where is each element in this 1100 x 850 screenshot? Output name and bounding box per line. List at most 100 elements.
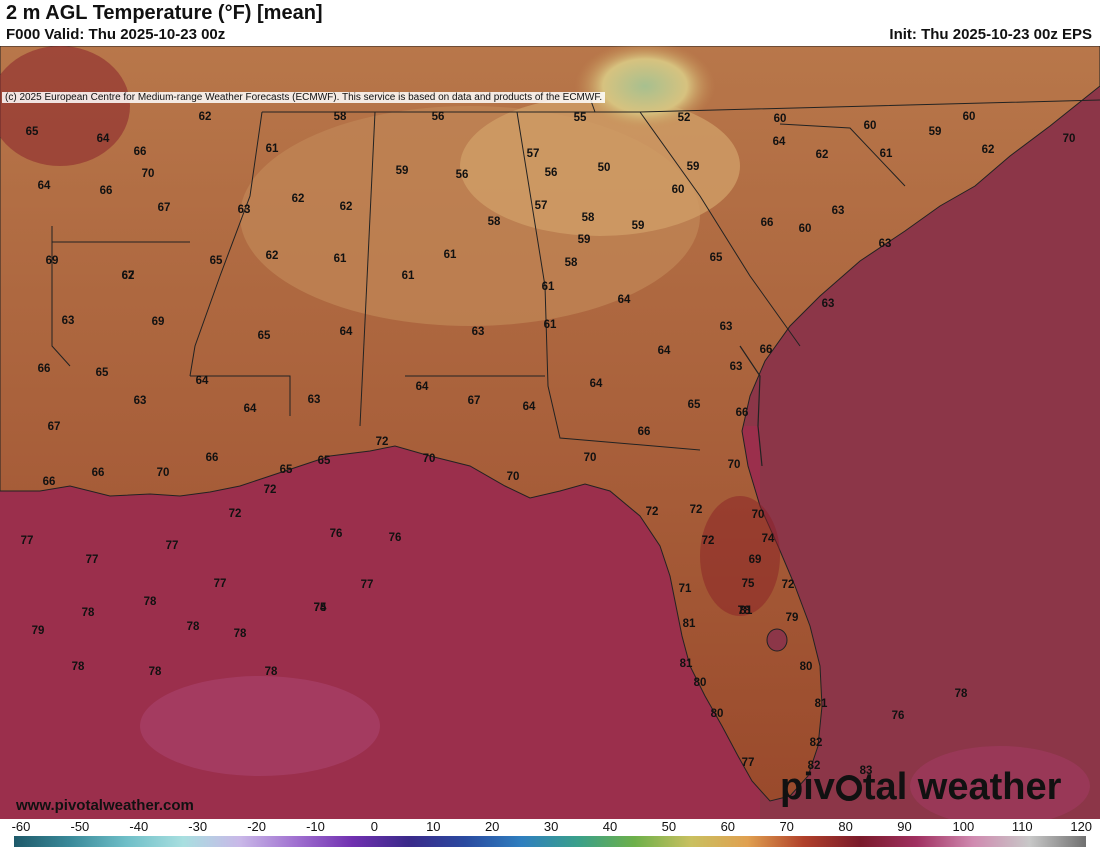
temperature-label: 75 xyxy=(313,602,327,614)
temperature-label: 76 xyxy=(329,528,343,540)
temperature-label: 66 xyxy=(42,476,56,488)
temperature-label: 77 xyxy=(85,554,99,566)
temperature-label: 64 xyxy=(195,375,209,387)
scale-tick-label: 30 xyxy=(543,819,559,834)
scale-tick-label: -20 xyxy=(247,819,266,834)
temperature-label: 66 xyxy=(735,407,749,419)
temperature-label: 55 xyxy=(573,112,587,124)
temperature-label: 52 xyxy=(677,112,691,124)
temperature-label: 59 xyxy=(928,126,942,138)
temperature-label: 78 xyxy=(264,666,278,678)
copyright-notice: (c) 2025 European Centre for Medium-rang… xyxy=(2,92,606,103)
scale-tick-label: 40 xyxy=(602,819,618,834)
temperature-label: 65 xyxy=(709,252,723,264)
scale-tick-label: 90 xyxy=(897,819,912,834)
scale-tick-label: -60 xyxy=(11,819,31,834)
temperature-label: 63 xyxy=(821,298,835,310)
temperature-label: 63 xyxy=(831,205,845,217)
temperature-label: 80 xyxy=(799,661,813,673)
temperature-label: 75 xyxy=(741,578,755,590)
temperature-label: 56 xyxy=(431,111,445,123)
scale-tick-label: 0 xyxy=(370,819,379,834)
temperature-label: 70 xyxy=(727,459,741,471)
temperature-label: 60 xyxy=(671,184,685,196)
temperature-label: 58 xyxy=(581,212,595,224)
temperature-label: 76 xyxy=(891,710,905,722)
temperature-label: 70 xyxy=(156,467,170,479)
temperature-label: 66 xyxy=(637,426,651,438)
temperature-label: 63 xyxy=(307,394,321,406)
temperature-label: 64 xyxy=(772,136,786,148)
temperature-label: 78 xyxy=(954,688,968,700)
temperature-label: 58 xyxy=(333,111,347,123)
state-borders xyxy=(51,97,1100,451)
scale-tick-label: 10 xyxy=(426,819,441,834)
scale-tick-label: 100 xyxy=(952,819,975,834)
scale-tick-label: 50 xyxy=(661,819,677,834)
temperature-map[interactable]: (c) 2025 European Centre for Medium-rang… xyxy=(0,46,1100,819)
temperature-label: 78 xyxy=(148,666,162,678)
brand-logo: piv tal weather xyxy=(780,766,1061,809)
temperature-label: 66 xyxy=(91,467,105,479)
temperature-label: 65 xyxy=(95,367,109,379)
temperature-label: 61 xyxy=(333,253,347,265)
temperature-label: 50 xyxy=(597,162,611,174)
scale-tick-label: 120 xyxy=(1070,819,1093,834)
temperature-label: 62 xyxy=(265,250,279,262)
temperature-label: 65 xyxy=(209,255,223,267)
temperature-label: 64 xyxy=(37,180,51,192)
temperature-label: 56 xyxy=(455,169,469,181)
temperature-label: 63 xyxy=(471,326,485,338)
map-title: 2 m AGL Temperature (°F) [mean] xyxy=(6,2,323,24)
temperature-label: 62 xyxy=(339,201,353,213)
temperature-label: 82 xyxy=(809,737,823,749)
temperature-label: 57 xyxy=(526,148,540,160)
temperature-label: 77 xyxy=(213,578,227,590)
temperature-label: 66 xyxy=(37,363,51,375)
temperature-label: 66 xyxy=(760,217,774,229)
site-url[interactable]: www.pivotalweather.com xyxy=(16,797,194,814)
brand-text-left: piv xyxy=(780,766,835,808)
temperature-label: 78 xyxy=(233,628,247,640)
temperature-label: 62 xyxy=(815,149,829,161)
temperature-label: 67 xyxy=(121,270,135,282)
temperature-label: 64 xyxy=(657,345,671,357)
temperature-label: 63 xyxy=(133,395,147,407)
temperature-label: 64 xyxy=(243,403,257,415)
temperature-label: 70 xyxy=(506,471,520,483)
temperature-label: 61 xyxy=(879,148,893,160)
temperature-label: 72 xyxy=(701,535,715,547)
temperature-label: 70 xyxy=(1062,133,1076,145)
init-time: Init: Thu 2025-10-23 00z EPS xyxy=(889,26,1092,43)
temperature-label: 78 xyxy=(71,661,85,673)
temperature-label: 65 xyxy=(317,455,331,467)
temperature-label: 61 xyxy=(265,143,279,155)
lake-okeechobee xyxy=(766,628,788,652)
temperature-label: 77 xyxy=(360,579,374,591)
temperature-label: 66 xyxy=(759,344,773,356)
scale-bar xyxy=(14,836,1086,847)
scale-tick-label: 70 xyxy=(779,819,794,834)
temperature-label: 64 xyxy=(339,326,353,338)
temperature-label: 59 xyxy=(631,220,645,232)
temperature-label: 74 xyxy=(313,602,327,614)
temperature-label: 62 xyxy=(981,144,995,156)
temperature-label: 65 xyxy=(25,126,39,138)
temperature-label: 58 xyxy=(487,216,501,228)
temperature-label: 77 xyxy=(165,540,179,552)
scale-tick-label: -40 xyxy=(129,819,149,834)
scale-tick-label: -10 xyxy=(306,819,325,834)
scale-tick-label: -50 xyxy=(70,819,90,834)
temperature-label: 70 xyxy=(583,452,597,464)
temperature-label: 63 xyxy=(729,361,743,373)
gear-icon xyxy=(835,775,862,801)
temperature-label: 69 xyxy=(45,255,59,267)
temperature-label: 65 xyxy=(687,399,701,411)
temperature-label: 69 xyxy=(151,316,165,328)
temperature-label: 69 xyxy=(748,554,762,566)
temperature-label: 78 xyxy=(81,607,95,619)
temperature-label: 67 xyxy=(467,395,481,407)
temperature-label: 64 xyxy=(96,133,110,145)
temperature-label: 70 xyxy=(141,168,155,180)
temperature-label: 72 xyxy=(263,484,277,496)
